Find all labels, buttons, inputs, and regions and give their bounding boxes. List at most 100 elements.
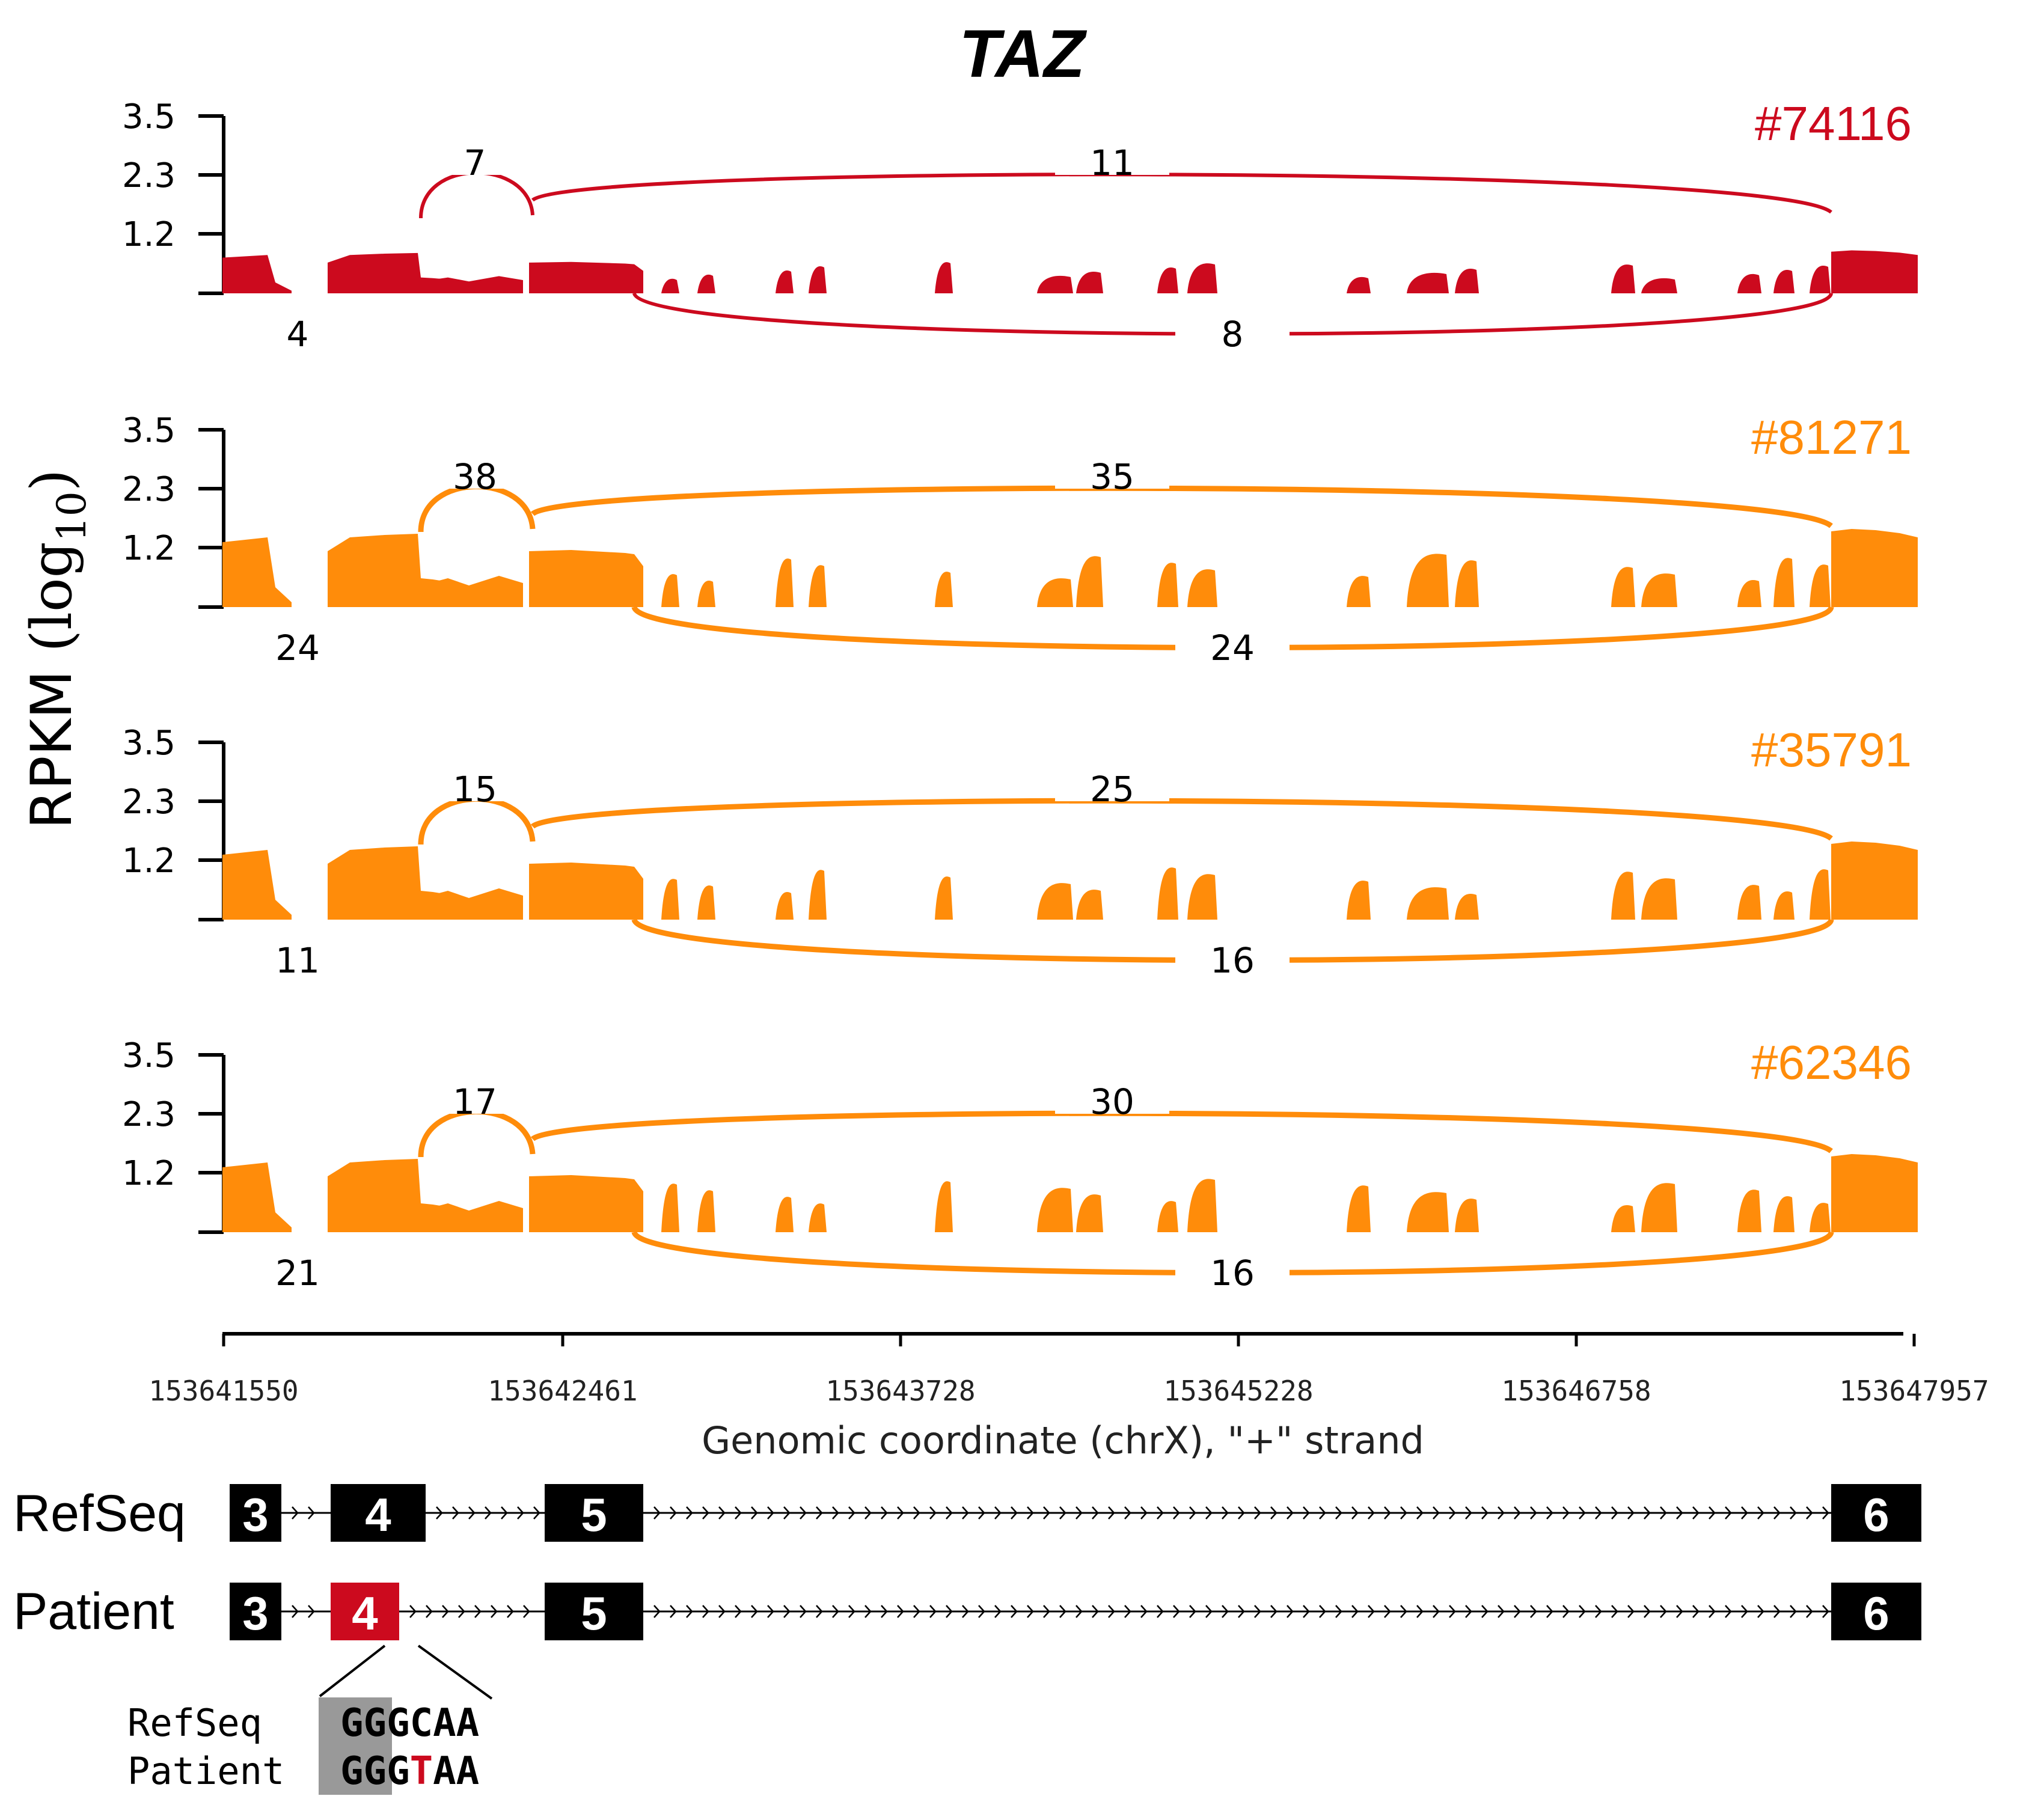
coverage-intron-bump <box>697 885 715 920</box>
y-tick-label: 1.2 <box>122 215 176 254</box>
y-tick-label: 2.3 <box>122 1095 176 1134</box>
coverage-intron-bump <box>1076 271 1103 293</box>
patient-exon-4-mutant <box>331 1583 399 1640</box>
patient-exon-6 <box>1831 1583 1921 1640</box>
coverage-intron-bump <box>1611 872 1635 920</box>
coverage-intron-bump <box>661 574 679 607</box>
coverage-intron-bump <box>1737 1190 1761 1232</box>
refseq-exon-4 <box>331 1484 426 1542</box>
y-axis-label: RPKM(log10) <box>19 469 95 829</box>
y-tick-label: 1.2 <box>122 841 176 881</box>
patient-exon-4-label: 4 <box>352 1587 378 1640</box>
y-axis-label-subscript: 10 <box>49 491 95 542</box>
junction-arc-upper-long <box>530 798 1833 841</box>
sample-label: #81271 <box>1751 411 1912 464</box>
coverage-intron-bump <box>809 870 827 920</box>
x-tick-label: 153645228 <box>1163 1375 1313 1407</box>
coverage-intron-bump <box>1157 267 1178 293</box>
junction-label-bg <box>1055 453 1169 489</box>
coverage-exon-3 <box>222 255 292 293</box>
junction-count-upper-long: 35 <box>1090 456 1134 497</box>
track-3: 3.5 2.3 1.2 15 25 11 16 #35791 <box>122 723 1918 981</box>
y-tick-label: 3.5 <box>122 724 176 763</box>
track-4: 3.5 2.3 1.2 17 30 21 16 #62346 <box>122 1036 1918 1294</box>
junction-count-exon3-exon4: 24 <box>275 628 320 668</box>
junction-count-exon3-exon4: 21 <box>275 1253 320 1294</box>
junction-count-exon3-exon4: 4 <box>287 314 309 355</box>
coverage-intron-bump <box>1347 576 1371 607</box>
refseq-exon-5-label: 5 <box>581 1488 607 1541</box>
y-tick-label: 3.5 <box>122 97 176 136</box>
coverage-intron-bump <box>1810 1203 1831 1232</box>
junction-count-upper-long: 11 <box>1090 142 1134 183</box>
sample-label: #62346 <box>1751 1036 1912 1089</box>
y-tick-label: 2.3 <box>122 783 176 822</box>
junction-label-bg <box>1175 1249 1290 1285</box>
track-2: 3.5 2.3 1.2 38 35 24 24 #81271 <box>122 411 1918 668</box>
coverage-exon-3 <box>222 850 292 920</box>
junction-count-exon3-exon4: 11 <box>275 940 320 981</box>
coverage-intron-bump <box>1347 276 1371 293</box>
x-axis-label: Genomic coordinate (chrX), "+" strand <box>702 1419 1424 1462</box>
coverage-intron-bump <box>1641 1183 1677 1232</box>
coverage-intron-bump <box>1076 890 1103 920</box>
coverage-intron-bump <box>1611 264 1635 293</box>
coverage-intron-bump <box>1773 891 1795 920</box>
seq-patient-mutation: T <box>410 1749 433 1794</box>
coverage-intron-bump <box>697 581 715 607</box>
junction-label-bg <box>1055 1078 1169 1114</box>
junction-count-exon4-exon5: 7 <box>464 142 486 183</box>
transcript-label-refseq: RefSeq <box>13 1485 186 1542</box>
coverage-intron-bump <box>1810 564 1831 607</box>
coverage-intron-4-5 <box>385 1201 523 1232</box>
x-tick-label: 153642461 <box>488 1375 637 1407</box>
coverage-intron-bump <box>1810 869 1831 920</box>
coverage-exon-5 <box>529 261 643 293</box>
junction-count-upper-long: 25 <box>1090 769 1134 810</box>
junction-count-lower: 24 <box>1210 628 1255 668</box>
junction-count-lower: 16 <box>1210 940 1255 981</box>
seq-patient-suffix: AA <box>433 1749 479 1794</box>
coverage-intron-bump <box>776 892 794 920</box>
y-tick-label: 3.5 <box>122 1036 176 1075</box>
junction-arc-upper-long <box>531 173 1832 214</box>
coverage-intron-bump <box>661 879 679 920</box>
junction-label-bg <box>1055 765 1169 801</box>
junction-count-exon4-exon5: 38 <box>453 456 497 497</box>
coverage-intron-bump <box>776 270 794 293</box>
coverage-intron-bump <box>1737 580 1761 607</box>
coverage-intron-bump <box>661 278 679 293</box>
coverage-intron-bump <box>809 1203 827 1232</box>
x-tick-label: 153643728 <box>825 1375 975 1407</box>
patient-exon-5-label: 5 <box>581 1587 607 1640</box>
coverage-intron-bump <box>1037 883 1073 920</box>
refseq-exon-3-label: 3 <box>242 1488 268 1541</box>
coverage-intron-bump <box>1641 278 1677 293</box>
coverage-intron-bump <box>1037 578 1073 607</box>
coverage-intron-bump <box>697 1190 715 1232</box>
patient-exon-6-label: 6 <box>1863 1587 1889 1640</box>
coverage-intron-bump <box>935 1181 953 1232</box>
coverage-intron-bump <box>1455 560 1479 607</box>
x-tick-label: 153647957 <box>1839 1375 1989 1407</box>
coverage-intron-bump <box>1037 1188 1073 1232</box>
refseq-exon-4-label: 4 <box>365 1488 391 1541</box>
coverage-intron-4-5 <box>385 276 523 293</box>
junction-arc-upper-long <box>530 1110 1833 1153</box>
figure-title: TAZ <box>959 16 1087 91</box>
seq-patient-prefix: GGG <box>340 1749 410 1794</box>
coverage-intron-bump <box>1407 887 1449 920</box>
coverage-intron-bump <box>1347 1185 1371 1232</box>
y-tick-label: 1.2 <box>122 1154 176 1193</box>
junction-count-lower: 16 <box>1210 1253 1255 1294</box>
coverage-intron-bump <box>935 262 953 293</box>
coverage-intron-bump <box>1407 554 1449 607</box>
y-tick-label: 3.5 <box>122 411 176 450</box>
junction-label-bg <box>439 1078 511 1114</box>
coverage-exon-6 <box>1831 1154 1918 1232</box>
zoom-line-left <box>319 1645 386 1697</box>
coverage-intron-bump <box>1187 874 1217 920</box>
coverage-intron-bump <box>1810 266 1831 293</box>
patient-exon-3-label: 3 <box>242 1587 268 1640</box>
y-tick-label: 2.3 <box>122 156 176 195</box>
